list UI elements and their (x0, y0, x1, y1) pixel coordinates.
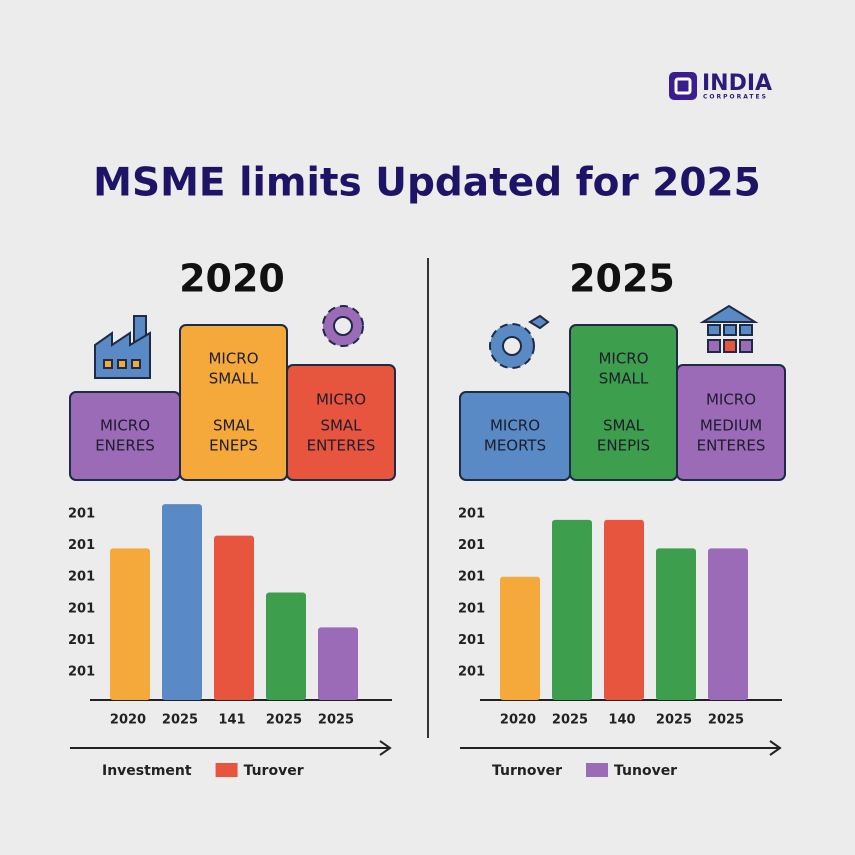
factory-icon (94, 315, 151, 379)
bar (604, 519, 644, 700)
x-tick-label: 2020 (110, 713, 146, 728)
tier-label: ENTERES (307, 437, 376, 455)
x-tick-label: 2025 (162, 713, 198, 728)
y-tick-label: 201 (68, 665, 95, 680)
x-tick-label: 2025 (552, 713, 588, 728)
tier-label: MEDIUM (700, 417, 762, 435)
tier-block (569, 324, 678, 481)
year-heading: 2025 (569, 257, 675, 301)
bar (110, 548, 150, 700)
logo-icon (669, 72, 697, 100)
logo-subtext: CORPORATES (703, 94, 768, 101)
bar (552, 519, 592, 700)
legend-swatch (215, 763, 238, 777)
tier-label: ENEPS (209, 437, 258, 455)
tier-label: MICRO (316, 391, 366, 409)
tier-label: ENTERES (697, 437, 766, 455)
x-tick-label: 141 (218, 713, 245, 728)
logo-text: INDIA (702, 71, 772, 96)
tier-label: MICRO (208, 350, 258, 368)
bar (500, 576, 540, 700)
legend-label: Turover (244, 763, 304, 779)
legend-swatch (586, 763, 608, 777)
y-tick-label: 201 (68, 633, 95, 648)
legend-label: Tunover (614, 763, 677, 779)
tier-block (286, 364, 396, 481)
bar (656, 548, 696, 700)
x-tick-label: 140 (608, 713, 635, 728)
x-tick-label: 2025 (656, 713, 692, 728)
x-tick-label: 2020 (500, 713, 536, 728)
tier-label: MICRO (490, 417, 540, 435)
y-tick-label: 201 (68, 601, 95, 616)
year-heading: 2020 (179, 257, 285, 301)
arrow-head (379, 740, 392, 756)
bar (266, 592, 306, 700)
legend-label: Investment (102, 763, 192, 779)
bar (214, 535, 254, 700)
y-tick-label: 201 (68, 570, 95, 585)
bar (162, 504, 202, 700)
tier-label: MICRO (100, 417, 150, 435)
tier-block (676, 364, 786, 481)
y-tick-label: 201 (458, 601, 485, 616)
tier-label: SMAL (213, 417, 255, 435)
x-tick-label: 2025 (708, 713, 744, 728)
tier-label: ENEPIS (597, 437, 650, 455)
tier-label: MEORTS (484, 437, 546, 455)
y-tick-label: 201 (458, 570, 485, 585)
y-tick-label: 201 (68, 507, 95, 522)
y-tick-label: 201 (458, 665, 485, 680)
bar (708, 548, 748, 700)
tier-label: MICRO (706, 391, 756, 409)
tier-label: SMALL (209, 370, 259, 388)
gear-icon (489, 314, 550, 369)
logo-icon-inner (674, 77, 692, 95)
y-tick-label: 201 (68, 538, 95, 553)
legend-label: Turnover (492, 763, 562, 779)
y-tick-label: 201 (458, 633, 485, 648)
tier-label: SMAL (603, 417, 645, 435)
arrow-head (769, 740, 782, 756)
x-tick-label: 2025 (318, 713, 354, 728)
tier-label: SMALL (599, 370, 649, 388)
house-icon (699, 304, 759, 353)
tier-label: MICRO (598, 350, 648, 368)
tier-block (179, 324, 288, 481)
tier-label: SMAL (320, 417, 362, 435)
tier-label: ENERES (95, 437, 155, 455)
gear-icon (322, 305, 364, 347)
x-tick-label: 2025 (266, 713, 302, 728)
bar (318, 627, 358, 700)
y-tick-label: 201 (458, 538, 485, 553)
y-tick-label: 201 (458, 507, 485, 522)
title: MSME limits Updated for 2025 (93, 161, 761, 206)
